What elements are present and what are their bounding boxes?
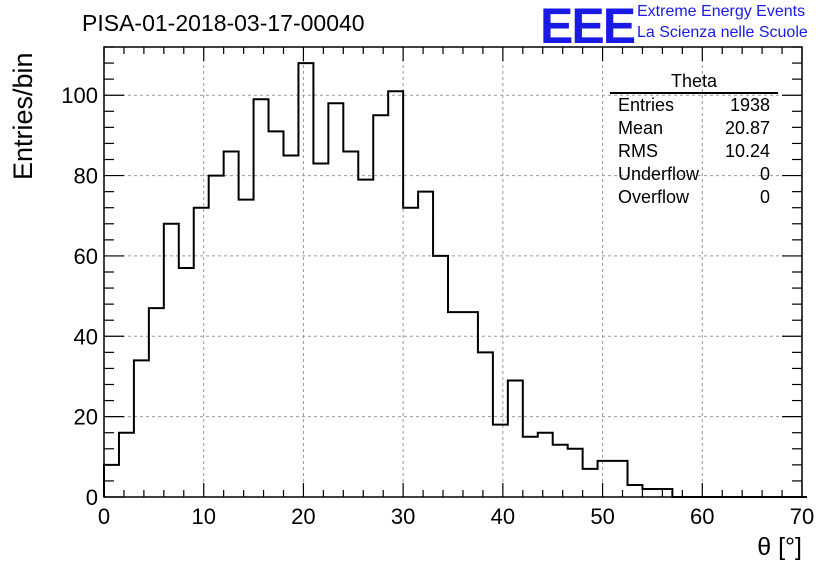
histogram-bin <box>269 131 284 497</box>
y-tick-label: 80 <box>74 164 98 189</box>
x-tick-label: 20 <box>291 504 315 529</box>
x-tick-label: 0 <box>98 504 110 529</box>
histogram-bin <box>538 433 553 497</box>
stats-row-underflow: Underflow 0 <box>610 163 778 186</box>
histogram-bin <box>613 461 628 497</box>
histogram-bin <box>403 208 418 497</box>
stats-value: 20.87 <box>724 118 770 138</box>
stats-value: 0 <box>759 164 770 184</box>
stats-label: Overflow <box>618 187 690 207</box>
histogram-bin <box>448 312 463 497</box>
histogram-bin <box>179 268 194 497</box>
histogram-bin <box>523 437 538 497</box>
stats-label: Underflow <box>618 164 700 184</box>
histogram-bin <box>313 164 328 497</box>
histogram-bin <box>373 115 388 497</box>
histogram-bin <box>463 312 478 497</box>
stats-value: 10.24 <box>724 141 770 161</box>
histogram-bin <box>433 256 448 497</box>
histogram-bin <box>149 308 164 497</box>
y-tick-label: 40 <box>74 324 98 349</box>
stats-label: Mean <box>618 118 664 138</box>
x-tick-label: 10 <box>191 504 215 529</box>
histogram-bin <box>194 208 209 497</box>
histogram-bin <box>583 469 598 497</box>
histogram-bin <box>239 200 254 497</box>
stats-label: RMS <box>618 141 658 161</box>
histogram-bin <box>418 192 433 497</box>
histogram-bin <box>493 425 508 497</box>
histogram-bin <box>328 103 343 497</box>
x-axis-label: θ [°] <box>757 533 802 561</box>
stats-row-overflow: Overflow 0 <box>610 186 778 209</box>
x-tick-label: 60 <box>690 504 714 529</box>
y-tick-label: 0 <box>86 485 98 510</box>
histogram-bin <box>283 155 298 497</box>
histogram-bin <box>568 449 583 497</box>
stats-box: Theta Entries 1938 Mean 20.87 RMS 10.24 … <box>610 70 778 209</box>
y-tick-label: 100 <box>61 83 98 108</box>
histogram-bin <box>254 99 269 497</box>
x-tick-label: 70 <box>790 504 814 529</box>
eee-logo: EEE <box>540 0 636 54</box>
stats-value: 0 <box>759 187 770 207</box>
histogram-outline <box>103 62 807 498</box>
chart-title: PISA-01-2018-03-17-00040 <box>82 10 365 36</box>
x-tick-label: 30 <box>391 504 415 529</box>
histogram-bin <box>298 63 313 497</box>
histogram-bin <box>119 433 134 497</box>
y-axis-label: Entries/bin <box>8 52 38 180</box>
logo-text-line2: La Scienza nelle Scuole <box>637 24 808 41</box>
stats-row-entries: Entries 1938 <box>610 94 778 117</box>
histogram-bin <box>134 360 149 497</box>
y-tick-label: 20 <box>74 405 98 430</box>
stats-row-mean: Mean 20.87 <box>610 117 778 140</box>
histogram-bin <box>358 180 373 497</box>
stats-title: Theta <box>610 70 778 94</box>
y-tick-label: 60 <box>74 244 98 269</box>
histogram-bin <box>164 224 179 497</box>
logo-text-line1: Extreme Energy Events <box>637 3 806 20</box>
histogram-bin <box>209 176 224 497</box>
histogram-bin <box>657 489 672 497</box>
histogram-bin <box>478 352 493 497</box>
x-tick-label: 40 <box>491 504 515 529</box>
histogram-bin <box>628 485 643 497</box>
histogram-bin <box>553 445 568 497</box>
stats-row-rms: RMS 10.24 <box>610 140 778 163</box>
stats-value: 1938 <box>729 95 770 115</box>
histogram-bin <box>343 151 358 497</box>
stats-label: Entries <box>618 95 675 115</box>
histogram-bin <box>508 380 523 497</box>
x-tick-label: 50 <box>590 504 614 529</box>
histogram-bin <box>224 151 239 497</box>
histogram-bin <box>642 489 657 497</box>
histogram-bin <box>598 461 613 497</box>
histogram-bin <box>388 91 403 497</box>
